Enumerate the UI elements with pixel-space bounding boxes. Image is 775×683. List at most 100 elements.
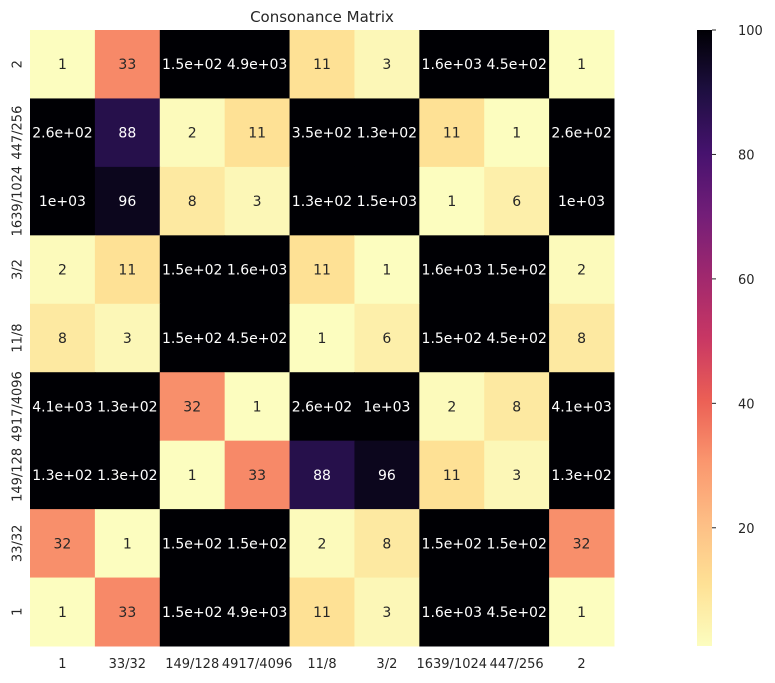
cell-annotation: 1: [123, 536, 132, 552]
y-tick-label: 3/2: [11, 259, 26, 280]
heatmap-cell: [94, 577, 161, 647]
heatmap-cell: [94, 372, 161, 442]
cell-annotation: 1.6e+03: [422, 263, 482, 279]
cell-annotation: 1: [512, 126, 521, 142]
cell-annotation: 3: [382, 57, 391, 73]
heatmap-cell: [224, 235, 291, 305]
cell-annotation: 1: [318, 331, 327, 347]
x-tick-label: 3/2: [376, 657, 397, 672]
y-tick-label: 1639/1024: [11, 166, 26, 237]
heatmap-cell: [419, 372, 485, 442]
cell-annotation: 32: [183, 399, 201, 415]
heatmap-cell: [549, 509, 615, 579]
heatmap-cell: [159, 30, 226, 99]
cell-annotation: 8: [58, 331, 67, 347]
cell-annotation: 8: [188, 194, 197, 210]
heatmap-cells: 1 33 1.5e+02 4.9e+03 11 3 1.6e+03 4.5e+02 12.6e+…: [30, 30, 615, 647]
x-tick-label: 4917/4096: [222, 657, 293, 672]
heatmap-cell: [419, 577, 485, 647]
cell-annotation: 1.3e+02: [551, 468, 611, 484]
heatmap-cell: [549, 577, 615, 647]
heatmap-cell: [159, 440, 226, 510]
cell-annotation: 3: [382, 605, 391, 621]
heatmap-cell: [30, 372, 96, 442]
heatmap-cell: [354, 577, 420, 647]
cell-annotation: 11: [313, 57, 331, 73]
cell-annotation: 1e+03: [363, 399, 410, 415]
cell-annotation: 3: [253, 194, 262, 210]
cell-annotation: 1: [253, 399, 262, 415]
cell-annotation: 4.1e+03: [551, 399, 611, 415]
colorbar-tick-label: 80: [738, 148, 755, 163]
heatmap-cell: [549, 98, 615, 168]
colorbar-tick-label: 60: [738, 273, 755, 288]
heatmap-cell: [94, 166, 161, 236]
x-tick-label: 11/8: [307, 657, 336, 672]
cell-annotation: 1.5e+02: [227, 536, 287, 552]
cell-annotation: 11: [118, 263, 136, 279]
heatmap-cell: [419, 166, 485, 236]
heatmap-cell: [484, 30, 550, 99]
cell-annotation: 1.5e+03: [357, 194, 417, 210]
cell-annotation: 1.5e+02: [486, 536, 546, 552]
heatmap-cell: [159, 98, 226, 168]
cell-annotation: 4.5e+02: [486, 605, 546, 621]
cell-annotation: 11: [443, 126, 461, 142]
y-tick-label: 2: [11, 60, 26, 68]
heatmap-cell: [224, 30, 291, 99]
heatmap-cell: [30, 303, 96, 373]
heatmap-cell: [159, 303, 226, 373]
y-tick-label: 33/32: [11, 525, 26, 562]
cell-annotation: 2.6e+02: [32, 126, 92, 142]
heatmap-cell: [94, 509, 161, 579]
heatmap-cell: [354, 509, 420, 579]
heatmap-cell: [159, 577, 226, 647]
heatmap-cell: [289, 235, 355, 305]
heatmap-cell: [549, 303, 615, 373]
cell-annotation: 1: [577, 605, 586, 621]
heatmap-cell: [30, 30, 96, 99]
cell-annotation: 4.5e+02: [486, 57, 546, 73]
heatmap-cell: [159, 509, 226, 579]
heatmap-cell: [159, 166, 226, 236]
heatmap-cell: [30, 577, 96, 647]
cell-annotation: 88: [118, 126, 136, 142]
cell-annotation: 6: [512, 194, 521, 210]
heatmap-cell: [30, 509, 96, 579]
heatmap-cell: [354, 303, 420, 373]
heatmap-cell: [549, 372, 615, 442]
cell-annotation: 4.1e+03: [32, 399, 92, 415]
cell-annotation: 11: [443, 468, 461, 484]
x-tick-label: 1639/1024: [416, 657, 487, 672]
heatmap-cell: [549, 30, 615, 99]
heatmap-cell: [484, 372, 550, 442]
colorbar: [697, 30, 712, 646]
colorbar-tick-label: 20: [738, 522, 755, 537]
cell-annotation: 1: [58, 57, 67, 73]
cell-annotation: 6: [382, 331, 391, 347]
heatmap-cell: [94, 235, 161, 305]
cell-annotation: 1.5e+02: [162, 263, 222, 279]
heatmap-cell: [289, 509, 355, 579]
heatmap-cell: [289, 577, 355, 647]
heatmap-cell: [289, 98, 355, 168]
cell-annotation: 32: [54, 536, 72, 552]
heatmap-cell: [484, 235, 550, 305]
cell-annotation: 2: [188, 126, 197, 142]
heatmap-cell: [289, 372, 355, 442]
y-tick-label: 149/128: [11, 448, 26, 502]
x-tick-label: 33/32: [109, 657, 146, 672]
cell-annotation: 2: [58, 263, 67, 279]
cell-annotation: 1.3e+02: [97, 399, 157, 415]
cell-annotation: 4.5e+02: [227, 331, 287, 347]
cell-annotation: 1.5e+02: [162, 536, 222, 552]
heatmap-cell: [484, 577, 550, 647]
cell-annotation: 2: [447, 399, 456, 415]
cell-annotation: 4.9e+03: [227, 57, 287, 73]
heatmap-cell: [354, 235, 420, 305]
heatmap-cell: [224, 372, 291, 442]
heatmap-cell: [484, 166, 550, 236]
cell-annotation: 33: [118, 57, 136, 73]
cell-annotation: 4.9e+03: [227, 605, 287, 621]
cell-annotation: 1.5e+02: [162, 331, 222, 347]
